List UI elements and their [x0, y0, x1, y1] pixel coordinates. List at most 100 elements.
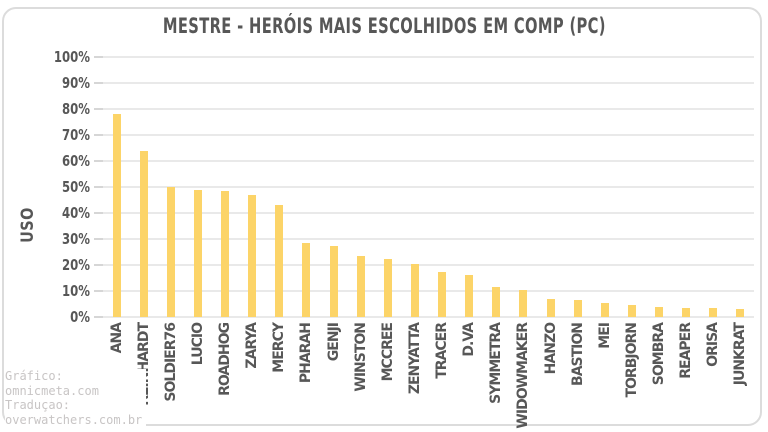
x-label-column: ORISA	[700, 323, 727, 367]
bar-column	[456, 57, 483, 317]
y-axis-label: USO	[18, 207, 38, 243]
bar-column	[266, 57, 293, 317]
x-tick-label: D.VA	[461, 323, 478, 357]
x-label-column: ROADHOG	[212, 323, 239, 396]
bar-column	[673, 57, 700, 317]
x-label-column: WINSTON	[347, 323, 374, 392]
x-label-column: SOMBRA	[646, 323, 673, 385]
x-label-column: ANA	[103, 323, 130, 353]
bar-column	[212, 57, 239, 317]
x-tick-label: JUNKRAT	[732, 323, 749, 386]
x-label-column: REAPER	[673, 323, 700, 379]
bar-tracer	[438, 271, 447, 317]
plot-area	[103, 57, 754, 317]
x-label-column: WIDOWMAKER	[510, 323, 537, 429]
y-axis-label-wrap: USO	[16, 57, 40, 347]
bar-bastion	[573, 300, 582, 317]
x-label-column: JUNKRAT	[727, 323, 754, 385]
x-tick-label: GENJI	[325, 323, 342, 362]
bar-reaper	[682, 307, 691, 317]
bar-column	[564, 57, 591, 317]
bar-zarya	[248, 194, 257, 317]
x-tick-label: ORISA	[705, 323, 722, 367]
chart-panel	[2, 7, 762, 426]
bar-mei	[600, 302, 609, 317]
bar-torbjorn	[627, 305, 636, 317]
x-label-column: SYMMETRA	[483, 323, 510, 404]
bar-column	[320, 57, 347, 317]
x-label-column: ZARYA	[239, 323, 266, 369]
x-tick-label: MCCREE	[379, 323, 396, 382]
x-tick-label: ROADHOG	[217, 323, 234, 396]
x-tick-label: MEI	[596, 323, 613, 349]
bar-column	[239, 57, 266, 317]
x-tick-label: SOLDIER76	[162, 323, 179, 402]
bar-d.va	[465, 275, 474, 317]
x-label-column: MERCY	[266, 323, 293, 373]
x-tick-label: ANA	[108, 323, 125, 354]
x-label-column: D.VA	[456, 323, 483, 357]
x-tick-label: MERCY	[271, 323, 288, 373]
credits-line: omnicmeta.com	[5, 383, 99, 398]
x-label-column: SOLDIER76	[157, 323, 184, 402]
x-tick-label: ZARYA	[244, 323, 261, 369]
x-tick-label: ZENYATTA	[406, 323, 423, 395]
bar-junkrat	[736, 309, 745, 317]
bar-widowmaker	[519, 289, 528, 317]
x-tick-label: BASTION	[569, 323, 586, 386]
bar-hanzo	[546, 298, 555, 317]
x-tick-label: TRACER	[434, 323, 451, 379]
bar-reinhardt	[139, 150, 148, 317]
x-tick-label: LUCIO	[189, 323, 206, 366]
bar-column	[347, 57, 374, 317]
x-tick-label: REAPER	[678, 323, 695, 379]
bar-column	[157, 57, 184, 317]
bar-column	[293, 57, 320, 317]
bar-column	[374, 57, 401, 317]
bar-genji	[329, 245, 338, 317]
x-tick-label: WIDOWMAKER	[515, 323, 532, 429]
bar-column	[618, 57, 645, 317]
x-label-column: ZENYATTA	[401, 323, 428, 394]
x-tick-label: SYMMETRA	[488, 323, 505, 404]
x-label-column: PHARAH	[293, 323, 320, 383]
bar-pharah	[302, 242, 311, 317]
bar-sombra	[655, 306, 664, 317]
bar-column	[103, 57, 130, 317]
credits-line: Traduçao:	[5, 398, 71, 412]
bar-zenyatta	[410, 263, 419, 317]
bar-winston	[356, 255, 365, 317]
bar-column	[700, 57, 727, 317]
bar-column	[429, 57, 456, 317]
bar-symmetra	[492, 287, 501, 317]
bar-ana	[112, 114, 121, 317]
x-label-column: TRACER	[429, 323, 456, 379]
bar-column	[727, 57, 754, 317]
x-tick-label: WINSTON	[352, 323, 369, 392]
bar-column	[130, 57, 157, 317]
x-axis-labels: ANA REINHARDT SOLDIER76 LUCIO ROADHOG ZARYA ME…	[103, 323, 754, 429]
x-label-column: BASTION	[564, 323, 591, 386]
x-label-column: MEI	[591, 323, 618, 349]
credits-line: Gráfico:	[5, 369, 63, 383]
x-label-column: TORBJORN	[618, 323, 645, 398]
bar-column	[537, 57, 564, 317]
x-tick-label: HANZO	[542, 323, 559, 375]
bar-column	[591, 57, 618, 317]
x-label-column: LUCIO	[184, 323, 211, 365]
bar-mercy	[275, 205, 284, 317]
x-tick-label: PHARAH	[298, 323, 315, 384]
x-label-column: MCCREE	[374, 323, 401, 381]
bar-orisa	[709, 307, 718, 317]
bar-column	[483, 57, 510, 317]
x-label-column: HANZO	[537, 323, 564, 374]
bar-column	[510, 57, 537, 317]
credits-block: Gráfico: omnicmeta.com Traduçao: overwat…	[5, 369, 147, 427]
bar-mccree	[383, 258, 392, 317]
bar-column	[184, 57, 211, 317]
x-tick-label: SOMBRA	[651, 323, 668, 386]
credits-line: overwatchers.com.br	[5, 412, 143, 427]
bar-column	[401, 57, 428, 317]
bar-lucio	[193, 189, 202, 317]
